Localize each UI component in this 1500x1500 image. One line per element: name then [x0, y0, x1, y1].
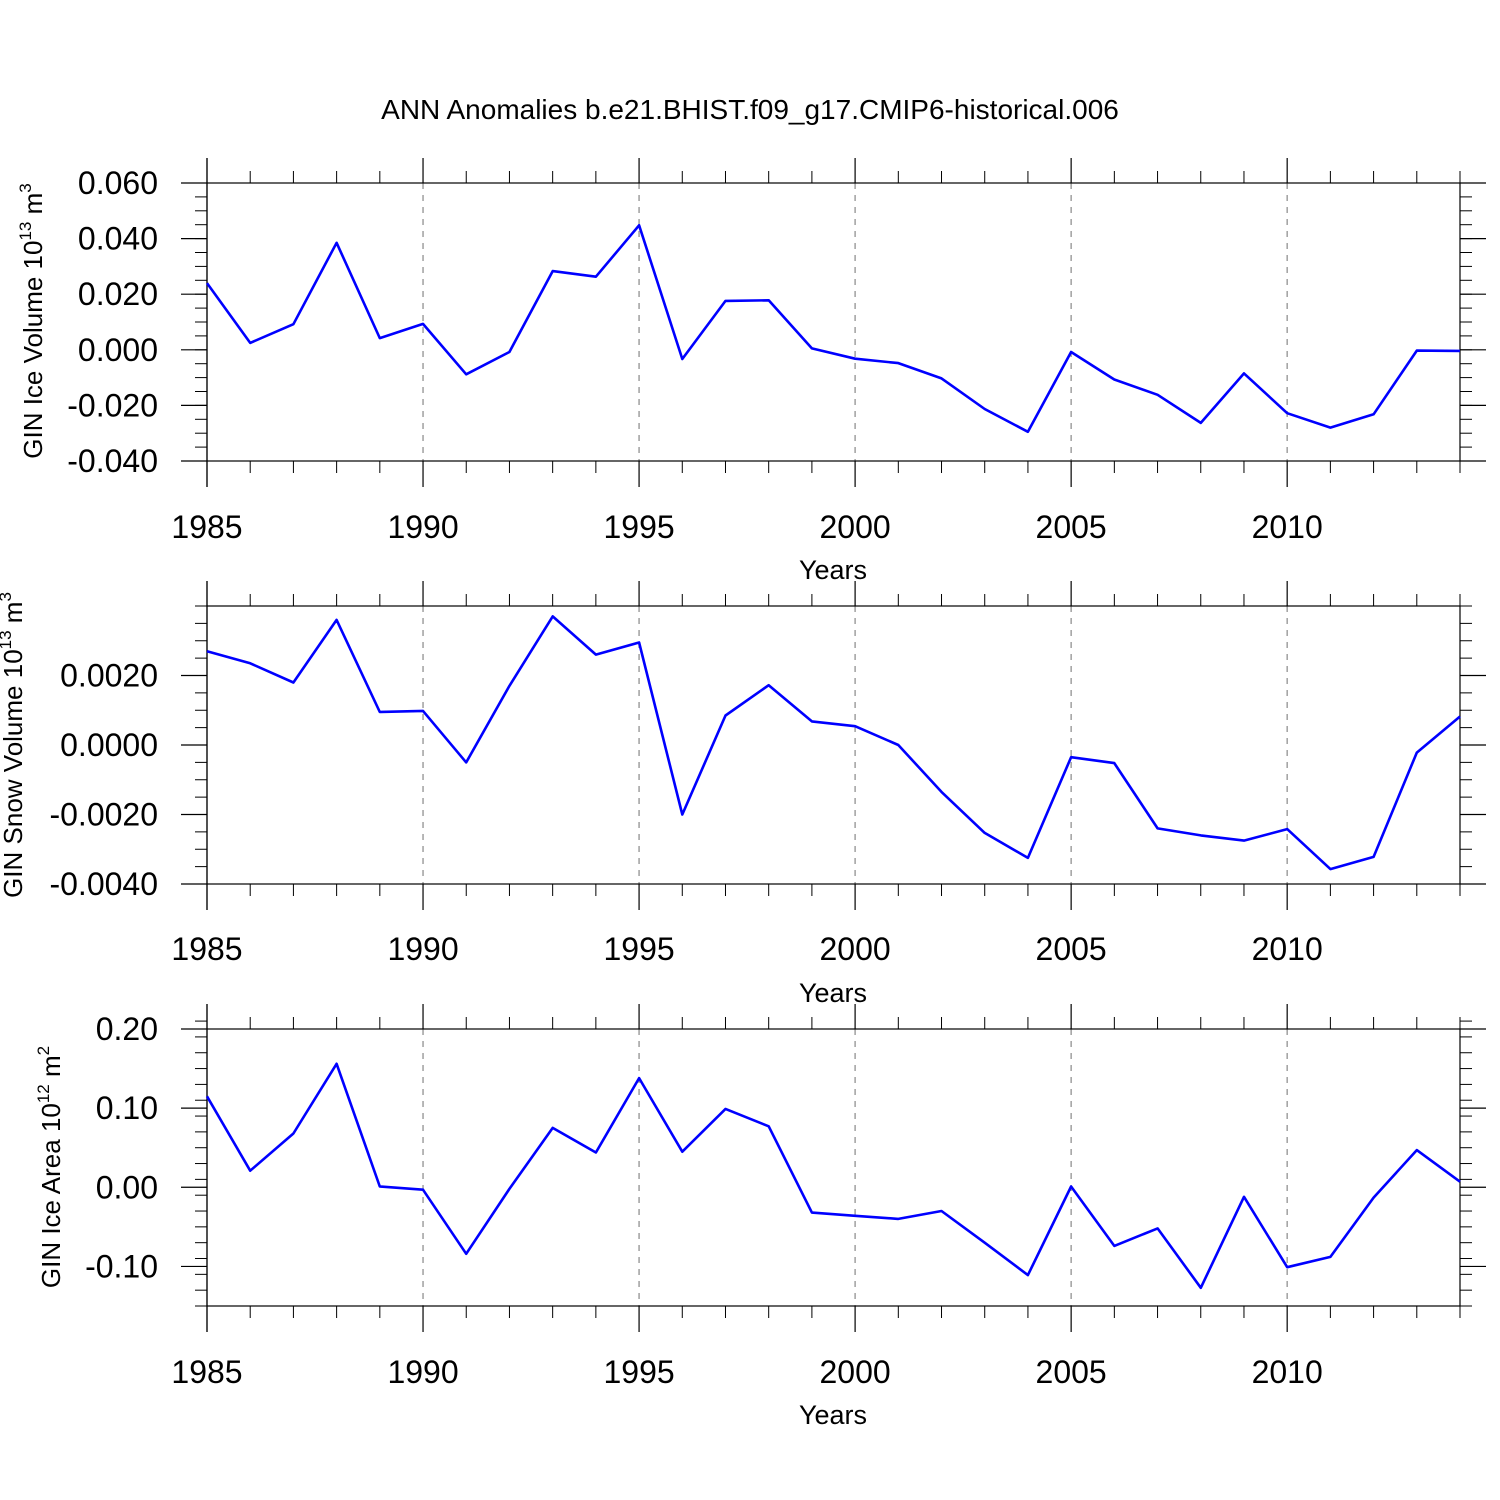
- x-tick-label: 2010: [1252, 931, 1323, 967]
- x-tick-label: 1985: [171, 931, 242, 967]
- x-tick-label: 2005: [1036, 931, 1107, 967]
- y-tick-label: 0.0020: [60, 658, 158, 694]
- y-tick-label: 0.10: [96, 1090, 158, 1126]
- x-tick-label: 2005: [1036, 509, 1107, 545]
- panel-2: 1985 1990 1995 2000 2005 2010 Years -0.0040 -0.0…: [0, 581, 1486, 1008]
- plot-frame: [206, 1028, 1461, 1307]
- x-axis-label: Years: [799, 1400, 867, 1430]
- x-tick-label: 2010: [1252, 1354, 1323, 1390]
- x-axis-label: Years: [799, 555, 867, 585]
- x-tick-label: 2010: [1252, 509, 1323, 545]
- x-tick-label: 2000: [820, 1354, 891, 1390]
- figure-title: ANN Anomalies b.e21.BHIST.f09_g17.CMIP6-…: [381, 94, 1119, 125]
- plot-frame: [206, 605, 1461, 885]
- y-tick-label: 0.040: [78, 221, 158, 257]
- y-axis-label: GIN Ice Area 1012 m2: [34, 1046, 66, 1288]
- x-tick-label: 1990: [387, 931, 458, 967]
- y-tick-label: 0.020: [78, 276, 158, 312]
- panels: 1985 1990 1995 2000 2005 2010 Years -0.040 -0.02…: [0, 158, 1486, 1430]
- y-axis-label: GIN Ice Volume 1013 m3: [16, 183, 48, 459]
- x-tick-label: 1985: [171, 509, 242, 545]
- x-tick-label: 1990: [387, 1354, 458, 1390]
- panel-3: 1985 1990 1995 2000 2005 2010 Years -0.10 0.00 0.…: [34, 1004, 1486, 1430]
- y-tick-label: 0.000: [78, 332, 158, 368]
- y-tick-label: -0.040: [67, 443, 158, 479]
- panel-1: 1985 1990 1995 2000 2005 2010 Years -0.040 -0.02…: [16, 158, 1486, 585]
- x-tick-label: 1995: [603, 509, 674, 545]
- x-axis-label: Years: [799, 978, 867, 1008]
- x-tick-label: 2005: [1036, 1354, 1107, 1390]
- y-tick-label: -0.0020: [49, 797, 158, 833]
- x-tick-label: 1995: [603, 931, 674, 967]
- y-tick-label: -0.10: [85, 1248, 158, 1284]
- y-tick-label: 0.060: [78, 165, 158, 201]
- x-tick-label: 1990: [387, 509, 458, 545]
- y-tick-label: -0.020: [67, 387, 158, 423]
- x-tick-label: 2000: [820, 931, 891, 967]
- series-line: [205, 224, 1461, 434]
- series-line: [205, 1062, 1461, 1290]
- y-tick-label: -0.0040: [49, 866, 158, 902]
- x-tick-label: 2000: [820, 509, 891, 545]
- y-tick-label: 0.20: [96, 1011, 158, 1047]
- y-tick-label: 0.0000: [60, 727, 158, 763]
- x-tick-label: 1995: [603, 1354, 674, 1390]
- y-axis-label: GIN Snow Volume 1013 m3: [0, 592, 28, 898]
- x-tick-label: 1985: [171, 1354, 242, 1390]
- y-tick-label: 0.00: [96, 1169, 158, 1205]
- series-line: [206, 615, 1461, 871]
- plot-frame: [206, 182, 1461, 462]
